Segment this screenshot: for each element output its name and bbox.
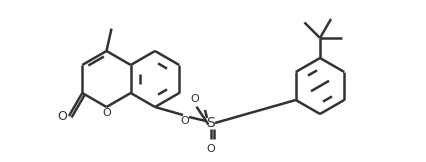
Text: O: O xyxy=(190,94,199,104)
Text: O: O xyxy=(57,110,67,122)
Text: S: S xyxy=(206,116,215,130)
Text: O: O xyxy=(102,108,111,118)
Text: O: O xyxy=(206,144,215,154)
Text: O: O xyxy=(180,116,189,126)
